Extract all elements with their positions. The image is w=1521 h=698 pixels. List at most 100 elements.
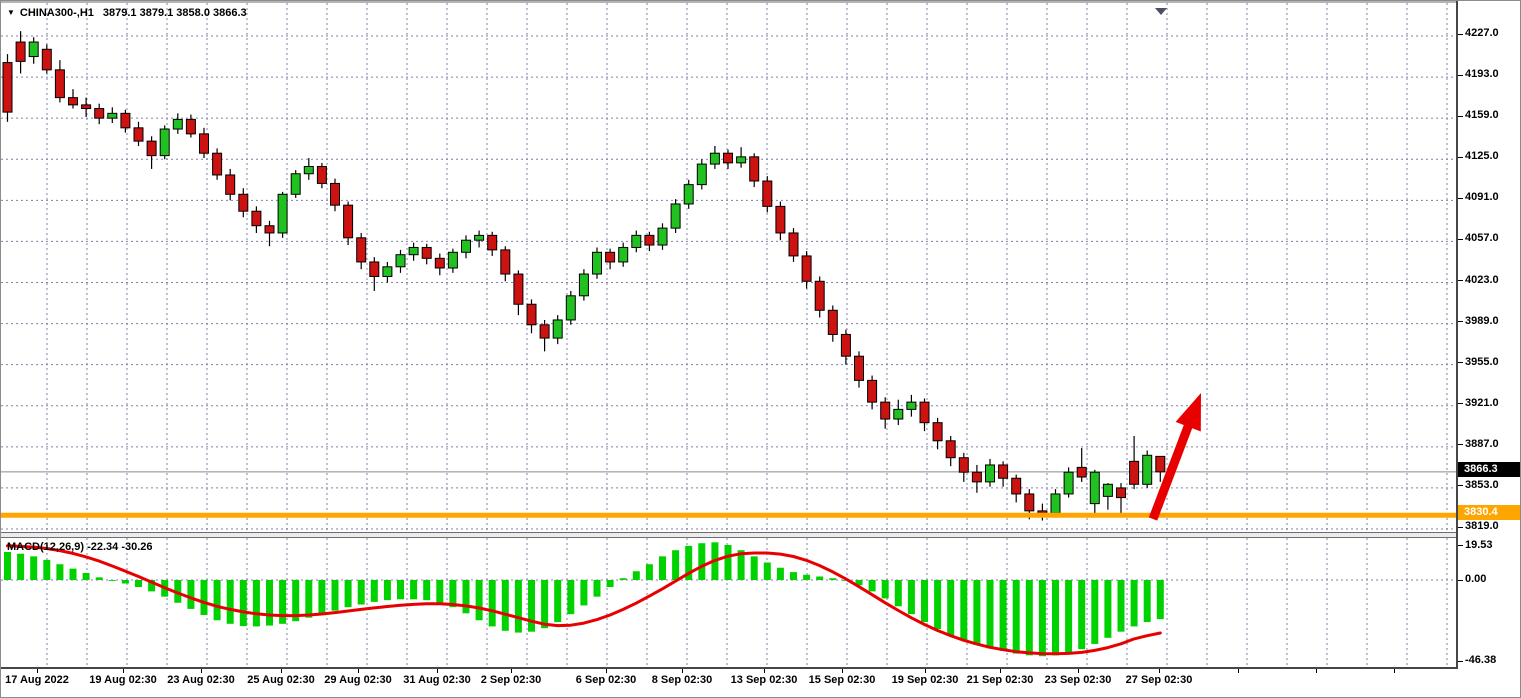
chart-dropdown-icon[interactable]: ▼: [7, 8, 15, 17]
macd-bar: [56, 564, 64, 580]
time-axis-tick: [1078, 669, 1079, 673]
price-axis-label: 3887.0: [1465, 437, 1499, 450]
macd-bar: [986, 580, 994, 649]
candle: [277, 193, 288, 234]
macd-bar: [934, 580, 942, 630]
candle: [788, 232, 799, 257]
pane-separator[interactable]: [1, 532, 1458, 538]
macd-pane[interactable]: MACD(12,26,9) -22.34 -30.26: [1, 538, 1458, 667]
time-axis-tick: [1394, 669, 1395, 673]
time-axis-label: 21 Sep 02:30: [966, 674, 1034, 686]
candle: [513, 273, 524, 305]
macd-bar: [292, 580, 300, 622]
price-axis-label-tick: [1458, 156, 1463, 158]
time-axis-tick: [281, 669, 282, 673]
main-chart-pane[interactable]: ▼ CHINA300-,H1 3879.1 3879.1 3858.0 3866.3: [1, 1, 1458, 532]
candle: [199, 133, 209, 154]
candle: [185, 118, 196, 135]
candle: [736, 156, 747, 164]
candle: [2, 62, 13, 113]
macd-bar: [698, 543, 706, 580]
price-axis-label-tick: [1458, 526, 1463, 528]
candle: [395, 254, 406, 268]
candle: [762, 180, 773, 207]
candle: [893, 408, 904, 420]
macd-axis-label-tick: [1458, 579, 1463, 581]
time-axis[interactable]: 17 Aug 2022 19 Aug 02:30 23 Aug 02:30 25 Au…: [1, 669, 1520, 697]
candle: [159, 128, 170, 157]
macd-bar: [331, 580, 339, 611]
macd-bar: [750, 556, 758, 580]
macd-bar: [554, 580, 562, 623]
candle: [958, 457, 969, 473]
macd-bar: [1143, 580, 1151, 623]
macd-bar: [30, 556, 38, 580]
candle: [985, 464, 995, 483]
candle: [998, 464, 1009, 479]
candle: [1063, 471, 1074, 495]
candle: [434, 257, 445, 269]
price-axis-label-tick: [1458, 74, 1463, 76]
time-axis-label: 23 Sep 02:30: [1044, 674, 1112, 686]
macd-bar: [606, 580, 614, 588]
macd-bar: [1065, 580, 1073, 653]
macd-bar: [881, 580, 889, 599]
main-gridlines: [1, 3, 1456, 532]
candle: [54, 69, 65, 99]
macd-bar: [436, 580, 444, 603]
candle: [971, 471, 982, 483]
candle: [382, 266, 393, 277]
macd-bar: [305, 580, 313, 618]
candle: [1116, 487, 1126, 499]
macd-bar: [43, 559, 51, 580]
candle: [592, 251, 602, 275]
macd-bar: [501, 580, 509, 631]
support-price-label: 3830.4: [1458, 505, 1520, 521]
macd-bar: [200, 580, 208, 616]
candle: [539, 324, 550, 339]
macd-bar: [947, 580, 955, 636]
candle: [749, 156, 760, 182]
price-axis[interactable]: 3866.3 3830.4 4227.0 4193.0 4159.0 4125.0 40…: [1458, 1, 1520, 669]
macd-signal-line: [6, 544, 1162, 656]
price-axis-label: 4159.0: [1465, 109, 1499, 122]
candle: [906, 401, 917, 410]
time-axis-label: 17 Aug 2022: [5, 674, 69, 686]
macd-bar: [737, 550, 745, 580]
price-axis-label-tick: [1458, 321, 1463, 323]
candle: [1076, 466, 1087, 478]
trend-arrow[interactable]: [1148, 393, 1201, 521]
candle: [28, 41, 39, 58]
macd-indicator-label: MACD(12,26,9) -22.34 -30.26: [7, 541, 153, 553]
candle: [618, 246, 629, 263]
candle: [880, 401, 891, 420]
candle: [238, 193, 249, 212]
candle: [670, 203, 681, 229]
candle: [487, 234, 498, 251]
current-price-label: 3866.3: [1458, 461, 1520, 477]
candle: [854, 355, 864, 381]
macd-bar: [1012, 580, 1020, 654]
candle: [578, 273, 589, 297]
macd-bar: [514, 580, 522, 633]
macd-bar: [632, 571, 640, 580]
macd-bar: [449, 580, 457, 608]
price-axis-label: 3989.0: [1465, 314, 1499, 327]
macd-bar: [541, 580, 549, 629]
macd-bar: [1025, 580, 1033, 656]
time-axis-label: 19 Aug 02:30: [89, 674, 157, 686]
time-axis-tick: [1000, 669, 1001, 673]
time-axis-label: 23 Aug 02:30: [167, 674, 235, 686]
candle: [827, 309, 838, 335]
time-axis-label: 6 Sep 02:30: [575, 674, 637, 686]
candle: [107, 112, 118, 119]
macd-bar: [973, 580, 981, 645]
macd-bar: [1078, 580, 1086, 650]
candle: [1102, 483, 1113, 497]
macd-bar: [1052, 580, 1059, 656]
macd-bar: [252, 580, 260, 627]
candle: [867, 379, 878, 403]
candle: [945, 440, 956, 459]
macd-bar: [187, 580, 195, 609]
macd-canvas: [1, 538, 1456, 667]
